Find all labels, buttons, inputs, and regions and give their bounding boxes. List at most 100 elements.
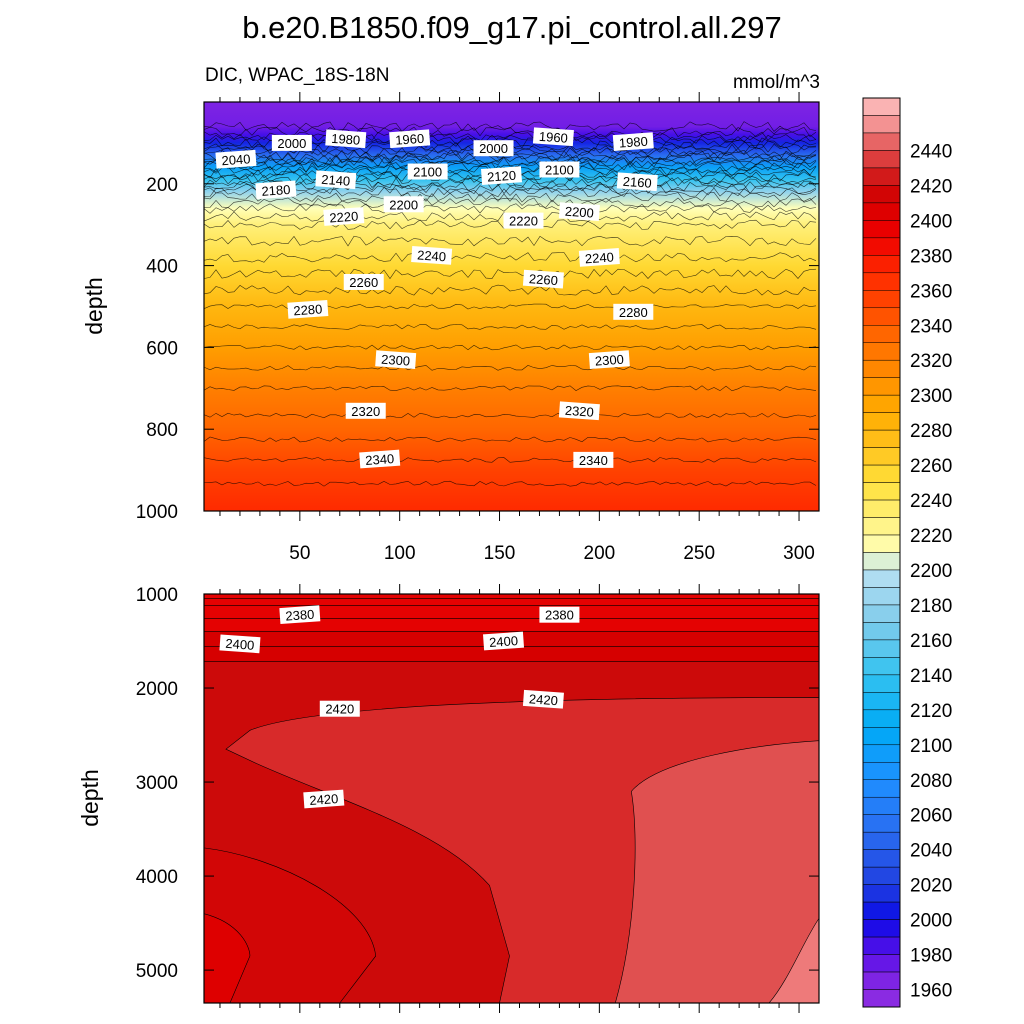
contour-label-text: 2220	[329, 209, 359, 226]
x-tick-label: 50	[289, 543, 310, 564]
y-tick-label: 1000	[136, 502, 178, 523]
colorbar-box	[862, 762, 901, 780]
colorbar-box	[862, 727, 901, 746]
colorbar-box	[862, 97, 901, 116]
contour-label-box	[407, 163, 448, 180]
contour-label-box	[481, 166, 523, 185]
contour-label-text: 2420	[309, 791, 339, 808]
contour-label: 1960	[532, 127, 574, 147]
colorbar-box	[862, 394, 901, 413]
colorbar-label: 2260	[910, 456, 952, 477]
upper-contour-line	[204, 126, 817, 138]
lower-contour-panel: 1000 2000 3000 4000 5000 2380 2380 2400 2400 242…	[77, 584, 820, 1013]
contour-label-text: 2280	[293, 301, 323, 318]
colorbar-label: 2420	[910, 176, 952, 197]
upper-contour-line	[204, 252, 817, 263]
colorbar-box	[862, 744, 901, 763]
colorbar-box	[862, 569, 901, 588]
colorbar-box	[862, 971, 901, 990]
contour-label-box	[383, 196, 424, 213]
contour-label: 2140	[315, 170, 357, 190]
y-tick-label: 4000	[136, 867, 178, 888]
contour-label: 2180	[255, 180, 297, 200]
contour-label-text: 2300	[594, 352, 624, 369]
upper-contour-line	[204, 412, 817, 419]
contour-label-box	[616, 172, 658, 192]
contour-label: 2000	[473, 140, 514, 157]
colorbar-box	[862, 272, 901, 291]
contour-label: 2220	[503, 212, 544, 229]
colorbar-label: 1960	[910, 981, 952, 1002]
contour-label: 2400	[483, 631, 525, 651]
contour-label-text: 2040	[221, 151, 251, 168]
colorbar-box	[862, 325, 901, 343]
colorbar-box	[862, 657, 901, 676]
colorbar-box	[862, 150, 901, 169]
contour-label-box	[613, 303, 654, 320]
contour-label-box	[315, 170, 357, 190]
upper-contour-line	[204, 480, 817, 487]
contour-label-text: 2300	[381, 352, 411, 369]
y-tick-label: 3000	[136, 773, 178, 794]
contour-label: 2260	[343, 273, 384, 290]
contour-label-box	[303, 789, 345, 809]
contour-label-text: 2180	[261, 182, 291, 199]
colorbar-label: 2220	[910, 526, 952, 547]
lower-y-axis-label: depth	[77, 769, 103, 827]
colorbar-box	[862, 622, 901, 641]
contour-label: 2300	[588, 350, 630, 370]
upper-contour-line	[204, 183, 817, 195]
contour-label: 1980	[325, 129, 367, 149]
colorbar-box	[862, 919, 901, 938]
colorbar-box	[862, 936, 901, 955]
contour-label-box	[522, 689, 564, 709]
colorbar-box	[862, 989, 901, 1008]
contour-label-text: 2320	[351, 404, 380, 419]
upper-contour-line	[204, 344, 817, 351]
contour-label-box	[612, 132, 654, 152]
contour-label-box	[539, 161, 580, 178]
lower-plot-frame	[203, 593, 820, 1004]
upper-contour-labels: 2040 2000 1980 1960 2000 1960 1980 2100 2140 2120…	[215, 127, 658, 469]
colorbar-label: 2160	[910, 631, 952, 652]
x-tick-label: 150	[484, 543, 516, 564]
contour-label-box	[255, 180, 297, 200]
contour-label: 2220	[323, 207, 365, 226]
contour-label-text: 2000	[479, 141, 508, 156]
contour-label: 2280	[287, 299, 329, 319]
lower-eastern-region	[615, 740, 819, 1003]
colorbar-box	[862, 709, 901, 728]
contour-label: 2280	[613, 303, 654, 320]
colorbar-box	[862, 429, 901, 448]
lower-core-region	[204, 847, 377, 1003]
contour-label-text: 2400	[489, 633, 519, 650]
contour-label: 2320	[345, 402, 386, 419]
contour-label-box	[287, 299, 329, 319]
colorbar-box	[862, 517, 901, 536]
contour-label-text: 1980	[331, 131, 361, 148]
colorbar-label: 2440	[910, 141, 952, 162]
contour-label-box	[271, 134, 312, 151]
contour-label: 2200	[383, 196, 424, 213]
colorbar-label: 2240	[910, 491, 952, 512]
y-tick-label: 1000	[136, 585, 178, 606]
contour-label-text: 1960	[538, 129, 568, 146]
contour-label-text: 2340	[365, 451, 395, 468]
colorbar-label: 2380	[910, 246, 952, 267]
contour-label-box	[532, 127, 574, 147]
contour-label: 2380	[279, 605, 321, 625]
colorbar: 2440 2420 2400 2380 2360 2340 2320 2300 2280 2260…	[862, 97, 952, 1008]
colorbar-box	[862, 342, 901, 361]
upper-plot-frame	[203, 101, 820, 512]
colorbar-box	[862, 307, 901, 326]
x-tick-label: 300	[783, 543, 815, 564]
colorbar-box	[862, 779, 901, 798]
colorbar-box	[862, 237, 901, 256]
colorbar-label: 2040	[910, 841, 952, 862]
figure-title: b.e20.B1850.f09_g17.pi_control.all.297	[242, 10, 782, 45]
contour-label-box	[375, 350, 417, 370]
colorbar-label: 2400	[910, 211, 952, 232]
colorbar-box	[862, 447, 901, 466]
colorbar-label: 2280	[910, 421, 952, 442]
